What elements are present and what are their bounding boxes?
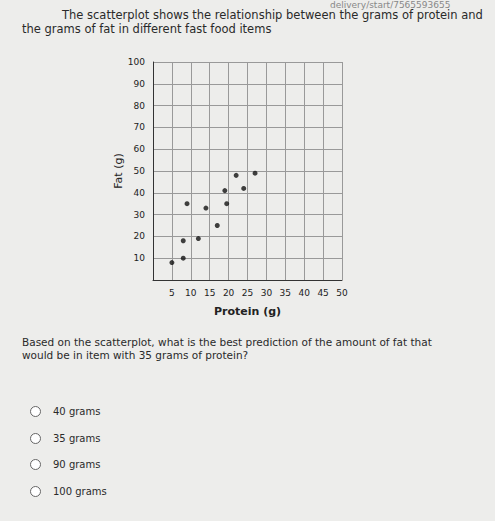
svg-text:80: 80 bbox=[134, 101, 146, 111]
svg-text:70: 70 bbox=[134, 122, 146, 132]
svg-text:90: 90 bbox=[134, 79, 146, 89]
svg-text:10: 10 bbox=[185, 288, 197, 298]
html-text:40 grams: 40 grams bbox=[53, 405, 101, 417]
html-text:90 grams: 90 grams bbox=[53, 459, 101, 471]
svg-text:25: 25 bbox=[242, 288, 253, 298]
svg-text:40: 40 bbox=[134, 188, 146, 198]
svg-text:10: 10 bbox=[134, 253, 146, 263]
svg-text:50: 50 bbox=[134, 166, 146, 176]
svg-text:20: 20 bbox=[223, 288, 235, 298]
html-text:Based on the scatterplot, what: Based on the scatterplot, what is the be… bbox=[22, 336, 432, 361]
svg-text:30: 30 bbox=[261, 288, 273, 298]
svg-text:5: 5 bbox=[169, 288, 175, 298]
svg-text:50: 50 bbox=[336, 288, 348, 298]
html-text:100 grams: 100 grams bbox=[53, 485, 107, 497]
svg-text:Fat (g): Fat (g) bbox=[112, 153, 125, 188]
svg-text:45: 45 bbox=[317, 288, 328, 298]
svg-text:100: 100 bbox=[128, 57, 145, 67]
svg-text:35: 35 bbox=[280, 288, 291, 298]
svg-text:20: 20 bbox=[134, 231, 146, 241]
html-text:delivery/start/7565593655: delivery/start/7565593655 bbox=[330, 0, 451, 10]
svg-text:Protein (g): Protein (g) bbox=[214, 305, 281, 318]
svg-text:60: 60 bbox=[134, 144, 146, 154]
html-text:35 grams: 35 grams bbox=[53, 432, 101, 444]
svg-text:40: 40 bbox=[298, 288, 310, 298]
svg-text:30: 30 bbox=[134, 210, 146, 220]
svg-text:15: 15 bbox=[204, 288, 215, 298]
html-text:The scatterplot shows the rela: The scatterplot shows the relationship b… bbox=[22, 8, 483, 36]
